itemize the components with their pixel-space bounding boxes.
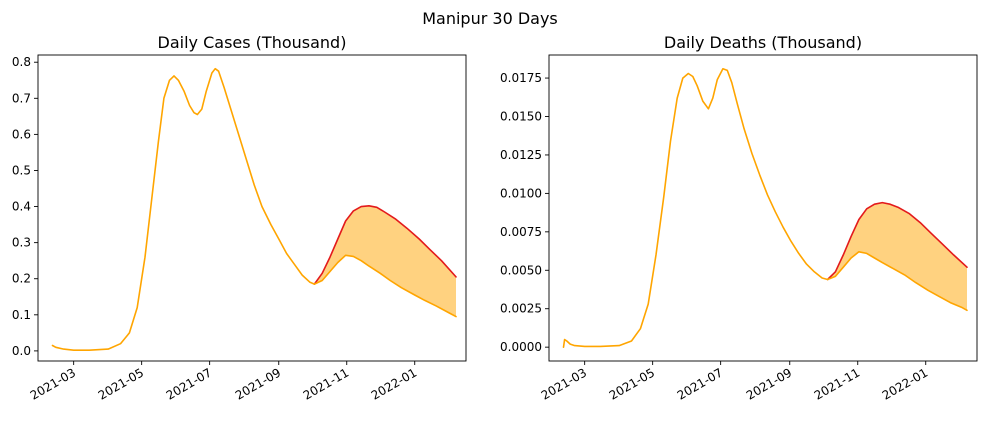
cases-y-tick-label: 0.0	[12, 344, 31, 358]
cases-forecast-band	[314, 205, 456, 317]
deaths-y-tick-label: 0.0100	[500, 186, 542, 200]
cases-y-tick-label: 0.1	[12, 308, 31, 322]
deaths-chart-panel: Daily Deaths (Thousand) 0.0000 0.0025 0.005…	[500, 33, 978, 403]
deaths-x-tick-label: 2021-07	[675, 365, 725, 402]
cases-x-tick-label: 2021-11	[301, 365, 351, 402]
cases-x-tick-label: 2021-03	[28, 365, 78, 402]
cases-forecast-lower-line	[313, 254, 457, 318]
deaths-forecast-upper-line	[826, 201, 968, 281]
deaths-y-tick-label: 0.0025	[500, 302, 542, 316]
cases-x-tick-label: 2022-01	[369, 365, 419, 402]
cases-y-tick-label: 0.4	[12, 200, 31, 214]
cases-chart-title: Daily Cases (Thousand)	[158, 33, 347, 52]
deaths-y-tick-label: 0.0000	[500, 340, 542, 354]
deaths-x-tick-label: 2021-03	[539, 365, 589, 402]
deaths-chart-title: Daily Deaths (Thousand)	[664, 33, 862, 52]
deaths-y-tick-label: 0.0175	[500, 71, 542, 85]
deaths-history-line	[562, 68, 829, 349]
deaths-forecast-band	[827, 202, 967, 311]
cases-y-tick-label: 0.3	[12, 236, 31, 250]
deaths-y-tick-label: 0.0050	[500, 263, 542, 277]
deaths-y-tick-label: 0.0125	[500, 148, 542, 162]
figure-suptitle: Manipur 30 Days	[422, 9, 558, 28]
cases-y-tick-label: 0.2	[12, 272, 31, 286]
cases-y-tick-label: 0.8	[12, 55, 31, 69]
deaths-x-tick-label: 2021-11	[812, 365, 862, 402]
cases-x-tick-label: 2021-07	[164, 365, 214, 402]
cases-x-tick-label: 2021-05	[96, 365, 146, 402]
deaths-y-tick-label: 0.0075	[500, 225, 542, 239]
cases-axes-frame	[37, 54, 467, 362]
deaths-x-tick-label: 2022-01	[880, 365, 930, 402]
deaths-x-tick-label: 2021-05	[607, 365, 657, 402]
deaths-x-tick-label: 2021-09	[744, 365, 794, 402]
deaths-axes-frame	[548, 54, 978, 362]
cases-y-tick-label: 0.7	[12, 91, 31, 105]
cases-chart-panel: Daily Cases (Thousand) 0.0 0.1 0.2 0.3 0.4 0.5…	[12, 33, 467, 403]
cases-y-tick-label: 0.5	[12, 163, 31, 177]
deaths-forecast-lower-line	[826, 251, 968, 312]
cases-y-tick-label: 0.6	[12, 127, 31, 141]
deaths-y-tick-label: 0.0150	[500, 110, 542, 124]
cases-forecast-upper-line	[313, 205, 457, 285]
cases-x-tick-label: 2021-09	[233, 365, 283, 402]
cases-history-line	[51, 67, 316, 352]
